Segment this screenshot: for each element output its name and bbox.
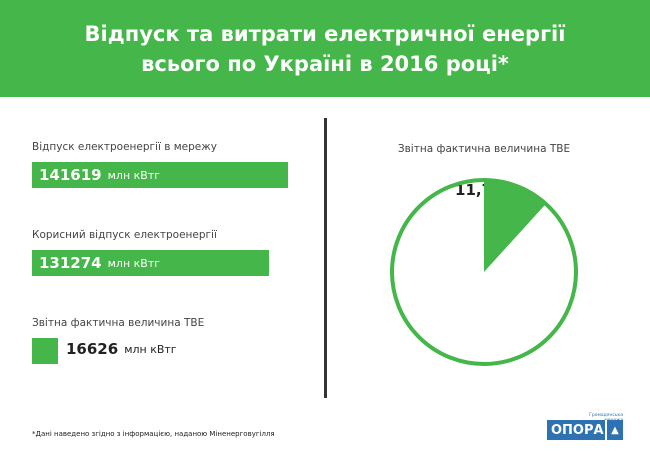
header: Відпуск та витрати електричної енергії в… bbox=[0, 0, 650, 97]
divider bbox=[324, 118, 327, 398]
bar-3 bbox=[32, 338, 58, 364]
pie-slice bbox=[484, 180, 546, 272]
bar-1: 141619 млн кВтг bbox=[32, 162, 288, 188]
pie-title: Звітна фактична величина ТВЕ bbox=[397, 143, 571, 155]
triangle-icon: ▲ bbox=[605, 420, 623, 440]
footnote: *Дані наведено згідно з інформацією, над… bbox=[32, 430, 275, 438]
page-title: Відпуск та витрати електричної енергії в… bbox=[84, 21, 566, 76]
logo-text: ОПОРА bbox=[551, 422, 604, 438]
bar-unit-1: млн кВтг bbox=[107, 168, 161, 182]
bar-value-2: 131274 bbox=[39, 254, 102, 272]
bar-unit-3: млн кВтг bbox=[124, 342, 177, 356]
bar-label-3: Звітна фактична величина ТВЕ bbox=[32, 317, 205, 329]
opora-logo: ОПОРА ▲ bbox=[547, 420, 623, 440]
bar-value-3: 16626 bbox=[66, 340, 119, 358]
bar-unit-2: млн кВтг bbox=[107, 256, 161, 270]
bar-2: 131274 млн кВтг bbox=[32, 250, 270, 276]
bar-label-1: Відпуск електроенергії в мережу bbox=[32, 141, 217, 153]
pie-chart bbox=[390, 178, 578, 366]
bar-label-2: Корисний відпуск електроенергії bbox=[32, 229, 217, 241]
bar-value-1: 141619 bbox=[39, 166, 102, 184]
